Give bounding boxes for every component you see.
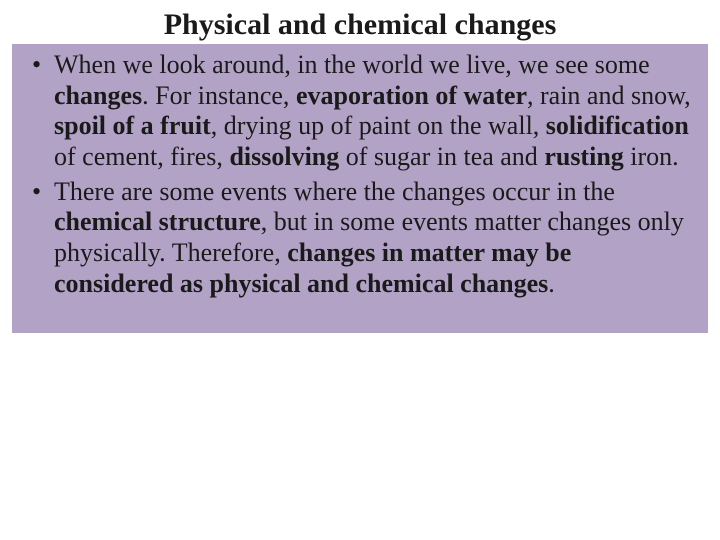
text-run: evaporation of water: [296, 81, 527, 110]
bullet-item: When we look around, in the world we liv…: [54, 50, 692, 173]
text-run: dissolving: [229, 142, 339, 171]
bullet-item: There are some events where the changes …: [54, 177, 692, 300]
text-run: There are some events where the changes …: [54, 177, 615, 206]
bullet-list: When we look around, in the world we liv…: [28, 50, 692, 299]
text-run: of cement, fires,: [54, 142, 229, 171]
text-run: , rain and snow,: [527, 81, 691, 110]
slide: Physical and chemical changes When we lo…: [0, 0, 720, 540]
text-run: rusting: [544, 142, 623, 171]
text-run: .: [548, 269, 555, 298]
text-run: chemical structure: [54, 207, 261, 236]
text-run: of sugar in tea and: [339, 142, 544, 171]
text-run: When we look around, in the world we liv…: [54, 50, 650, 79]
content-box: When we look around, in the world we liv…: [12, 44, 708, 333]
text-run: . For instance,: [142, 81, 296, 110]
text-run: , drying up of paint on the wall,: [211, 111, 546, 140]
text-run: spoil of a fruit: [54, 111, 211, 140]
text-run: solidification: [546, 111, 689, 140]
slide-title: Physical and chemical changes: [12, 8, 708, 42]
text-run: changes: [54, 81, 142, 110]
text-run: iron.: [624, 142, 679, 171]
